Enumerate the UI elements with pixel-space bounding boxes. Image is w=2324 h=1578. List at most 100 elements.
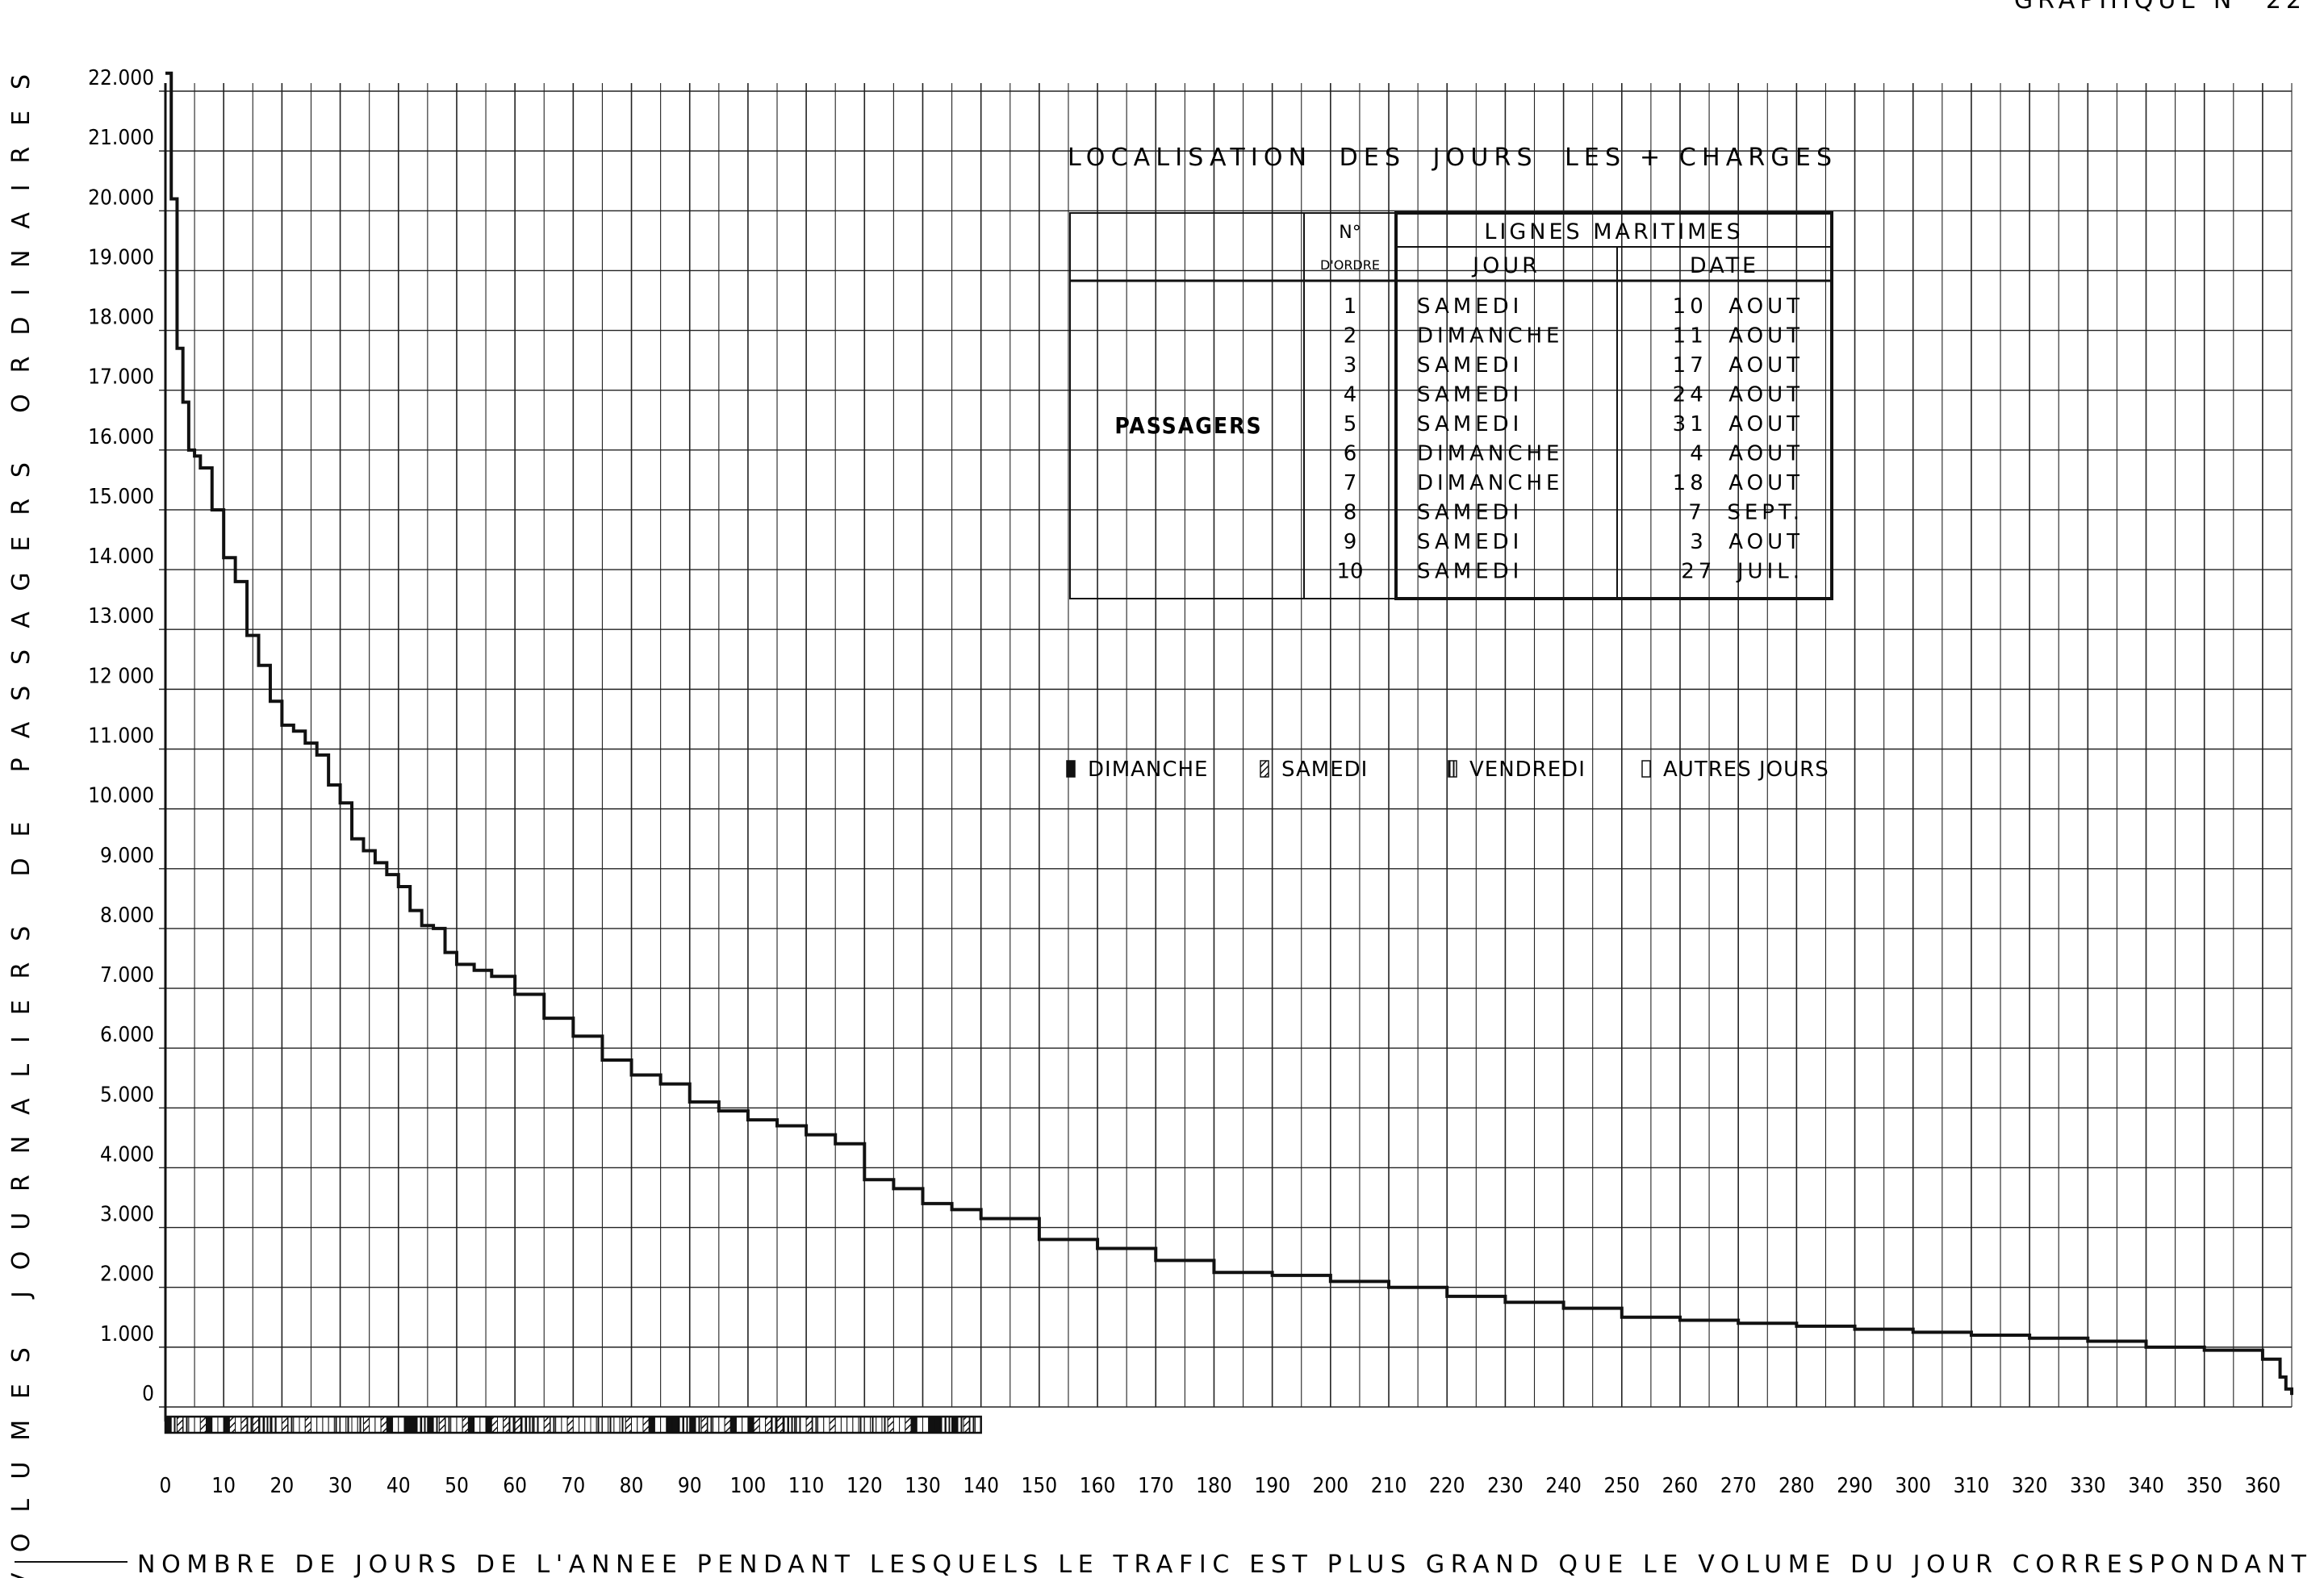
- day-cell: [846, 1416, 854, 1434]
- col-jour-header: JOUR: [1471, 253, 1540, 278]
- x-tick-label: 240: [1545, 1474, 1582, 1498]
- day-cell: [800, 1416, 807, 1434]
- y-tick-label: 5.000: [100, 1083, 154, 1107]
- x-tick-label: 120: [846, 1474, 883, 1498]
- table-row-jour: DIMANCHE: [1417, 324, 1564, 349]
- day-cell: [613, 1416, 621, 1434]
- day-cell: [892, 1416, 901, 1434]
- day-cell: [340, 1416, 347, 1434]
- day-cell: [467, 1416, 475, 1434]
- day-cell: [369, 1416, 376, 1434]
- day-cell: [240, 1416, 248, 1434]
- day-cell: [362, 1416, 370, 1434]
- day-cell: [654, 1416, 662, 1434]
- table-row-date: 10 AOUT: [1673, 294, 1804, 319]
- y-tick-label: 11.000: [88, 724, 154, 749]
- x-tick-label: 90: [678, 1474, 702, 1498]
- y-tick-label: 9.000: [100, 844, 154, 868]
- day-cell: [642, 1416, 650, 1434]
- table-row-number: 7: [1344, 471, 1357, 495]
- table-row-jour: DIMANCHE: [1417, 442, 1564, 466]
- table-row-jour: SAMEDI: [1417, 501, 1523, 525]
- day-cell: [765, 1416, 772, 1434]
- day-cell: [380, 1416, 387, 1434]
- y-tick-label: 10.000: [88, 784, 154, 808]
- day-cell: [479, 1416, 487, 1434]
- x-tick-label: 330: [2070, 1474, 2106, 1498]
- x-tick-label: 40: [387, 1474, 411, 1498]
- legend-swatch: [1641, 760, 1651, 778]
- day-cell: [863, 1416, 872, 1434]
- table-row-date: 18 AOUT: [1673, 471, 1804, 495]
- table-row-jour: SAMEDI: [1417, 294, 1523, 319]
- day-cell: [666, 1416, 673, 1434]
- legend: DIMANCHE SAMEDI VENDREDI AUTRES JOURS: [1066, 758, 1829, 782]
- y-tick-label: 14.000: [88, 545, 154, 569]
- day-cell: [433, 1416, 440, 1434]
- x-tick-label: 220: [1429, 1474, 1465, 1498]
- day-cell: [316, 1416, 324, 1434]
- day-cell: [776, 1416, 784, 1434]
- day-cell: [713, 1416, 720, 1434]
- day-cell: [293, 1416, 300, 1434]
- table-row-date: 7 SEPT.: [1688, 501, 1804, 525]
- x-tick-label: 320: [2012, 1474, 2048, 1498]
- y-tick-label: 22.000: [88, 66, 154, 90]
- day-cell: [899, 1416, 906, 1434]
- y-tick-label: 0: [142, 1382, 154, 1406]
- x-tick-label: 300: [1895, 1474, 1931, 1498]
- day-cell: [706, 1416, 714, 1434]
- y-tick-label: 12 000: [88, 664, 154, 688]
- day-cell: [543, 1416, 550, 1434]
- day-cell: [228, 1416, 236, 1434]
- legend-label: DIMANCHE: [1088, 758, 1209, 782]
- day-cell: [753, 1416, 760, 1434]
- day-cell: [252, 1416, 260, 1434]
- table-row-number: 9: [1344, 530, 1357, 554]
- day-cell: [333, 1416, 341, 1434]
- day-cell: [415, 1416, 423, 1434]
- day-cell: [304, 1416, 311, 1434]
- table-row-date: 11 AOUT: [1673, 324, 1804, 349]
- day-strip-frame: [164, 1415, 982, 1434]
- day-cell: [735, 1416, 743, 1434]
- grid: [159, 83, 2293, 1421]
- y-tick-label: 17.000: [88, 365, 154, 390]
- table-row-number: 3: [1344, 353, 1357, 378]
- day-cell: [928, 1416, 935, 1434]
- day-cell: [870, 1416, 877, 1434]
- day-cell: [275, 1416, 282, 1434]
- y-tick-label: 7.000: [100, 963, 154, 987]
- x-tick-label: 110: [788, 1474, 825, 1498]
- day-cell: [526, 1416, 533, 1434]
- day-cell: [357, 1416, 364, 1434]
- day-cell: [834, 1416, 842, 1434]
- day-cell: [462, 1416, 469, 1434]
- table-row-number: 4: [1344, 383, 1357, 407]
- day-cell: [566, 1416, 574, 1434]
- day-cell: [328, 1416, 335, 1434]
- day-cell: [409, 1416, 416, 1434]
- day-cell: [759, 1416, 767, 1434]
- day-cell: [637, 1416, 644, 1434]
- table-row-date: 24 AOUT: [1673, 383, 1804, 407]
- day-cell: [625, 1416, 633, 1434]
- legend-label: SAMEDI: [1281, 758, 1368, 782]
- x-tick-label: 100: [730, 1474, 767, 1498]
- x-tick-label: 270: [1720, 1474, 1757, 1498]
- day-cell: [503, 1416, 510, 1434]
- day-cell: [660, 1416, 667, 1434]
- day-cell: [742, 1416, 749, 1434]
- day-cell: [829, 1416, 836, 1434]
- table-row-jour: SAMEDI: [1417, 412, 1523, 436]
- day-cell: [194, 1416, 201, 1434]
- day-cell: [794, 1416, 801, 1434]
- x-tick-label: 170: [1138, 1474, 1174, 1498]
- day-cell: [689, 1416, 696, 1434]
- table-row-number: 1: [1344, 294, 1357, 319]
- col-no-subheader: D'ORDRE: [1320, 257, 1380, 273]
- day-cell: [905, 1416, 912, 1434]
- day-cell: [788, 1416, 796, 1434]
- y-tick-label: 6.000: [100, 1023, 154, 1047]
